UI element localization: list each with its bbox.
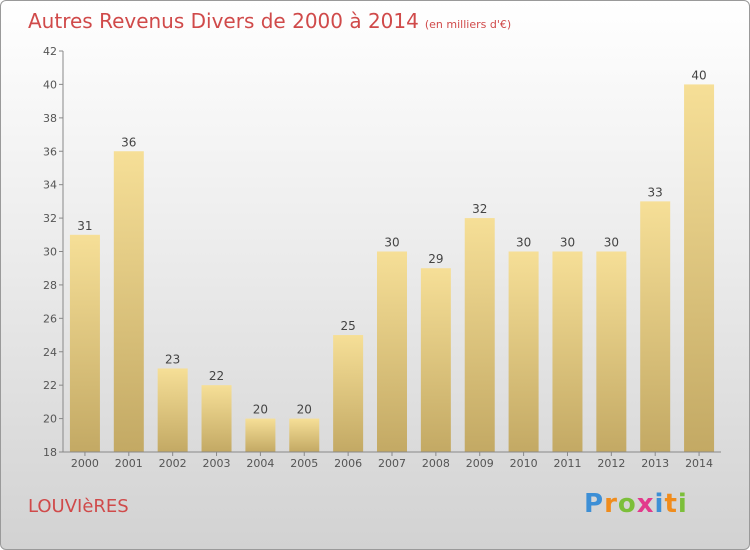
bar-2010	[508, 251, 539, 452]
x-tick-label: 2005	[290, 457, 318, 470]
logo-letter: i	[677, 489, 688, 519]
bar-2008	[420, 268, 451, 452]
x-tick-label: 2009	[466, 457, 494, 470]
x-tick-label: 2010	[510, 457, 538, 470]
x-tick-label: 2003	[203, 457, 231, 470]
data-label: 40	[691, 68, 706, 82]
data-label: 30	[384, 236, 399, 250]
bar-2005	[289, 418, 320, 452]
data-label: 30	[516, 236, 531, 250]
x-tick-label: 2008	[422, 457, 450, 470]
proxiti-logo: Proxiti	[584, 489, 688, 519]
y-tick-label: 40	[43, 78, 57, 91]
x-tick-label: 2002	[159, 457, 187, 470]
y-tick-label: 36	[43, 145, 57, 158]
chart-title: Autres Revenus Divers de 2000 à 2014 (en …	[28, 9, 511, 33]
logo-letter: i	[654, 489, 665, 519]
x-tick-label: 2014	[685, 457, 713, 470]
bar-2007	[377, 251, 407, 452]
y-tick-label: 34	[43, 179, 57, 192]
y-tick-label: 30	[43, 246, 57, 259]
bar-2004	[245, 418, 276, 452]
y-tick-label: 38	[43, 112, 57, 125]
bar-2003	[201, 385, 232, 452]
y-tick-label: 32	[43, 212, 57, 225]
data-label: 31	[77, 219, 92, 233]
logo-letter: t	[664, 489, 678, 519]
x-tick-label: 2011	[553, 457, 581, 470]
bar-2011	[552, 251, 583, 452]
x-tick-label: 2004	[246, 457, 274, 470]
y-tick-label: 24	[43, 346, 57, 359]
bar-2012	[596, 251, 627, 452]
data-label: 20	[297, 403, 312, 417]
x-tick-label: 2006	[334, 457, 362, 470]
bar-2013	[640, 201, 671, 452]
bar-2002	[157, 368, 188, 452]
logo-letter: r	[604, 489, 618, 519]
x-tick-label: 2012	[597, 457, 625, 470]
bar-2001	[113, 151, 144, 452]
title-text: Autres Revenus Divers de 2000 à 2014	[28, 9, 419, 33]
x-tick-label: 2001	[115, 457, 143, 470]
bar-2009	[464, 218, 495, 452]
data-label: 30	[560, 236, 575, 250]
y-tick-label: 26	[43, 312, 57, 325]
data-label: 23	[165, 352, 180, 366]
y-tick-label: 28	[43, 279, 57, 292]
bar-2006	[333, 335, 364, 452]
y-tick-label: 42	[43, 45, 57, 58]
x-tick-label: 2007	[378, 457, 406, 470]
logo-letter: o	[617, 489, 637, 519]
x-tick-label: 2013	[641, 457, 669, 470]
y-tick-label: 18	[43, 446, 57, 459]
y-tick-label: 20	[43, 413, 57, 426]
data-label: 36	[121, 135, 136, 149]
bar-2014	[684, 84, 715, 453]
data-label: 20	[253, 403, 268, 417]
x-tick-label: 2000	[71, 457, 99, 470]
logo-letter: x	[636, 489, 655, 519]
data-label: 33	[648, 185, 663, 199]
data-label: 29	[428, 252, 443, 266]
data-label: 32	[472, 202, 487, 216]
city-name: LOUVIèRES	[28, 496, 129, 517]
bar-2000	[69, 234, 100, 452]
data-label: 30	[604, 236, 619, 250]
data-label: 25	[340, 319, 355, 333]
unit-label: (en milliers d'€)	[424, 18, 512, 31]
y-tick-label: 22	[43, 379, 57, 392]
logo-letter: P	[584, 489, 605, 519]
data-label: 22	[209, 369, 224, 383]
